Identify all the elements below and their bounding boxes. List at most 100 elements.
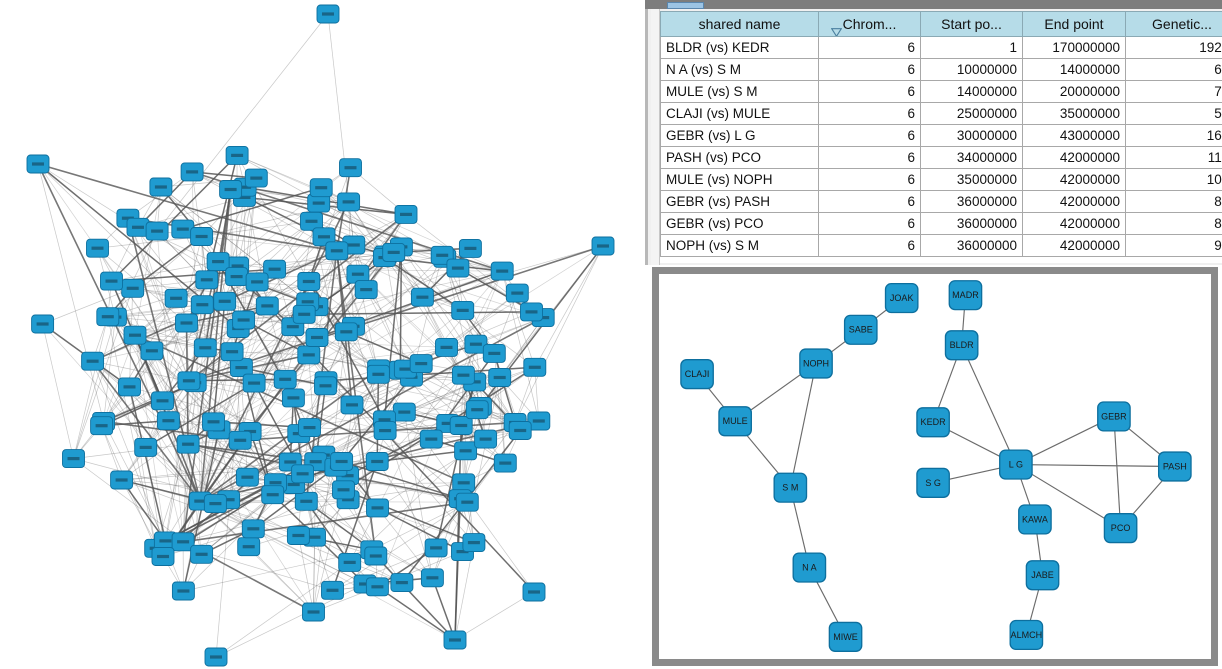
main-network-node[interactable] [81,351,105,371]
main-network-edge[interactable] [212,301,226,422]
main-network-node[interactable] [177,371,201,391]
main-network-edge[interactable] [475,344,486,440]
subnetwork-node-shape[interactable] [948,280,983,311]
main-network-edge[interactable] [336,250,463,311]
main-network-edge[interactable] [316,250,338,338]
main-network-edge[interactable] [274,201,349,270]
main-network-edge[interactable] [304,311,532,316]
main-network-edge[interactable] [187,296,423,445]
cell-chromosome[interactable]: 6 [818,190,921,213]
main-network-node[interactable] [316,4,340,24]
cell-shared_name[interactable]: MULE (vs) NOPH [660,168,819,191]
main-network-edge[interactable] [42,323,201,502]
main-network-node[interactable] [244,168,268,188]
main-network-edge[interactable] [127,218,190,381]
main-network-edge[interactable] [446,347,486,440]
column-header-chromosome[interactable]: Chrom... [818,11,921,37]
subnetwork-node[interactable]: GEBR [1097,401,1131,432]
main-network-edge[interactable] [499,377,506,464]
main-network-node[interactable] [420,568,444,588]
main-network-edge[interactable] [121,380,190,481]
subnetwork-node[interactable]: MADR [948,280,983,311]
main-network-edge[interactable] [103,298,177,422]
cell-genetic[interactable]: 192.0 [1125,36,1222,59]
main-network-edge[interactable] [313,489,344,613]
main-network-edge[interactable] [168,367,242,421]
main-network-view[interactable] [0,0,645,669]
main-network-edge[interactable] [182,186,322,230]
main-network-edge[interactable] [336,250,503,272]
main-network-edge[interactable] [200,500,314,613]
main-network-node[interactable] [96,307,120,327]
cell-start_point[interactable]: 14000000 [920,80,1023,103]
main-network-edge[interactable] [454,425,462,641]
main-network-node[interactable] [195,270,219,290]
main-network-edge[interactable] [127,218,196,383]
main-network-edge[interactable] [499,317,544,378]
main-network-edge[interactable] [493,292,518,354]
main-network-edge[interactable] [431,577,456,641]
cell-end_point[interactable]: 14000000 [1022,58,1126,81]
subnetwork-node-shape[interactable] [792,552,827,583]
main-network-node[interactable] [300,211,323,231]
main-network-node[interactable] [180,162,204,182]
main-network-node[interactable] [392,402,416,422]
main-network-node[interactable] [291,464,315,484]
main-network-edge[interactable] [243,187,246,321]
cell-end_point[interactable]: 170000000 [1022,36,1126,59]
main-network-edge[interactable] [199,305,268,502]
main-network-edge[interactable] [73,316,109,459]
main-network-node[interactable] [213,291,237,311]
main-network-edge[interactable] [107,316,157,549]
subnetwork-node[interactable]: JABE [1025,560,1060,591]
subnetwork-node-shape[interactable] [773,472,808,503]
main-network-edge[interactable] [187,443,475,543]
cell-genetic[interactable]: 9.9 [1125,234,1222,257]
main-network-edge[interactable] [351,404,468,503]
subnetwork-node-shape[interactable] [944,330,979,361]
main-network-edge[interactable] [103,317,116,422]
main-network-edge[interactable] [186,305,268,324]
main-network-node[interactable] [294,491,318,511]
main-network-node[interactable] [261,485,285,505]
main-network-edge[interactable] [115,230,158,318]
main-network-node[interactable] [455,492,479,512]
main-network-edge[interactable] [134,335,229,500]
cell-end_point[interactable]: 42000000 [1022,168,1126,191]
main-network-node[interactable] [365,577,389,597]
main-network-edge[interactable] [457,267,532,313]
main-network-node[interactable] [190,227,214,246]
main-network-node[interactable] [134,437,158,457]
main-network-node[interactable] [462,533,486,553]
main-network-edge[interactable] [107,236,202,317]
main-network-edge[interactable] [237,254,386,267]
main-network-node[interactable] [382,242,406,262]
subnetwork-node-shape[interactable] [1097,401,1131,432]
main-network-node[interactable] [292,304,316,324]
main-network-node[interactable] [190,544,214,564]
main-network-edge[interactable] [298,535,314,613]
main-network-node[interactable] [121,278,145,298]
main-network-node[interactable] [281,388,305,408]
main-network-edge[interactable] [514,245,604,423]
main-network-node[interactable] [394,204,418,224]
cell-chromosome[interactable]: 6 [818,102,921,125]
cell-genetic[interactable]: 10.5 [1125,168,1222,191]
main-network-node[interactable] [206,252,230,272]
main-network-node[interactable] [190,295,214,315]
subnetwork-node-shape[interactable] [680,358,714,390]
column-header-genetic[interactable]: Genetic... [1125,11,1222,37]
main-network-edge[interactable] [91,360,201,502]
main-network-edge[interactable] [336,250,379,375]
main-network-edge[interactable] [201,236,337,252]
main-network-edge[interactable] [332,547,437,591]
window-tab[interactable] [667,2,704,9]
main-network-edge[interactable] [134,335,184,542]
subnetwork-node[interactable]: L G [999,449,1033,480]
main-network-node[interactable] [286,526,310,545]
main-network-node[interactable] [330,452,354,471]
subnetwork-node[interactable]: SABE [843,314,878,345]
main-network-edge[interactable] [127,217,233,352]
column-header-end-point[interactable]: End point [1022,11,1126,37]
